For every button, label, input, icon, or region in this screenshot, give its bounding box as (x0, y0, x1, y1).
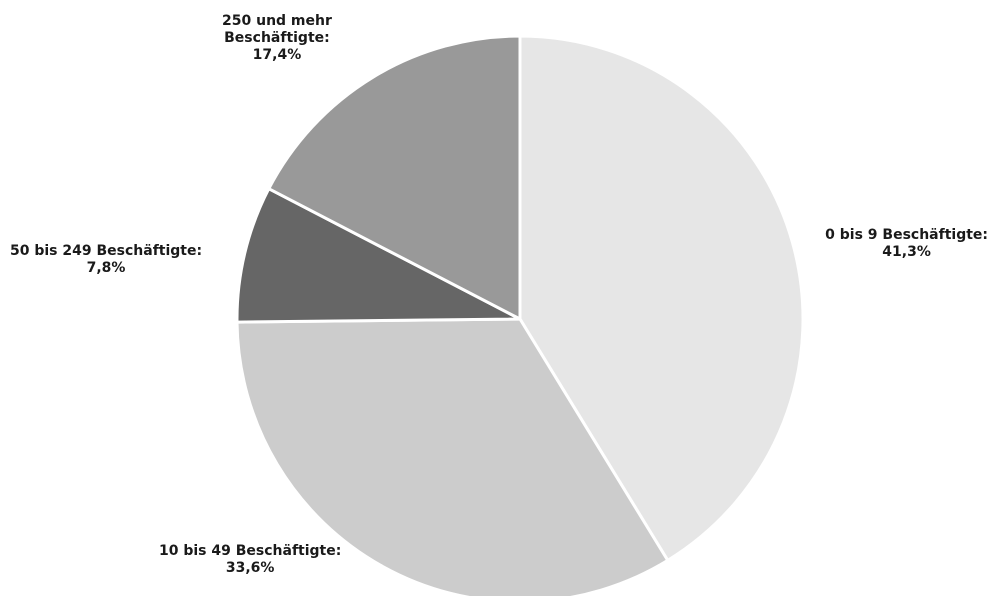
pie-slice-10-49 (235, 317, 670, 596)
pie-slice-50-249 (235, 187, 522, 324)
slice-label-0-9-value: 41,3% (882, 244, 931, 260)
pie-slice-250-plus (267, 34, 522, 321)
slice-label-50-249-value: 7,8% (86, 260, 126, 276)
slice-label-50-249-name: 50 bis 249 Beschäftigte: (10, 243, 203, 259)
slice-label-10-49: 10 bis 49 Beschäftigte: 33,6% (159, 543, 341, 577)
slice-label-250-plus-line1: 250 und mehr (222, 13, 332, 29)
slice-label-250-plus-line2: Beschäftigte: (224, 30, 330, 46)
pie-slice-0-9 (518, 34, 805, 562)
slice-label-0-9-name: 0 bis 9 Beschäftigte: (825, 227, 988, 243)
slice-label-250-plus: 250 und mehr Beschäftigte: 17,4% (222, 13, 332, 64)
slice-label-10-49-name: 10 bis 49 Beschäftigte: (159, 543, 342, 559)
slice-label-250-plus-value: 17,4% (252, 47, 302, 63)
slice-label-0-9: 0 bis 9 Beschäftigte: 41,3% (825, 227, 988, 261)
slice-label-50-249: 50 bis 249 Beschäftigte: 7,8% (10, 243, 202, 277)
slice-label-10-49-value: 33,6% (225, 560, 275, 576)
